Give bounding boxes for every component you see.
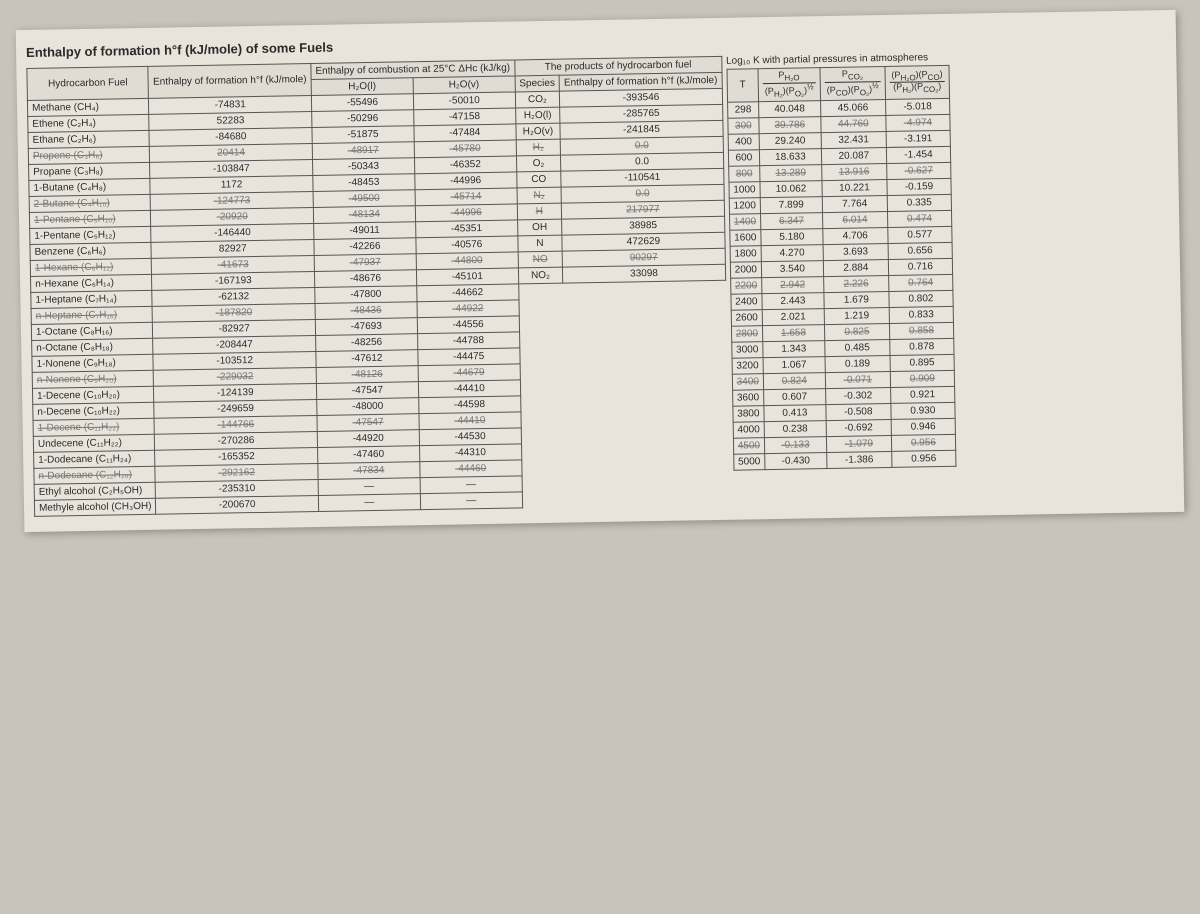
hdr-fuel: Hydrocarbon Fuel: [27, 66, 149, 100]
hdr-h2ov: H₂O(v): [413, 76, 515, 94]
hdr-col2: PCO₂(PCO)(PO₂)½: [820, 66, 886, 100]
tables-container: Hydrocarbon Fuel Enthalpy of formation h…: [26, 48, 1174, 517]
hdr-hf: Enthalpy of formation h°f (kJ/mole): [148, 64, 311, 99]
page: Enthalpy of formation h°f (kJ/mole) of s…: [16, 10, 1185, 532]
right-block: Log₁₀ K with partial pressures in atmosp…: [726, 52, 956, 470]
hdr-h2ol: H₂O(l): [311, 78, 413, 96]
hdr-t: T: [727, 69, 759, 102]
hdr-species: Species: [515, 75, 560, 92]
hdr-col1: PH₂O(PH₂)(PO₂)½: [758, 68, 820, 102]
fuels-table: Hydrocarbon Fuel Enthalpy of formation h…: [26, 56, 729, 517]
table-row: 5000-0.430-1.3860.956: [733, 450, 955, 470]
hdr-col3: (PH₂O)(PCO)(PH₂)(PCO₂): [885, 65, 950, 99]
logk-table: T PH₂O(PH₂)(PO₂)½ PCO₂(PCO)(PO₂)½ (PH₂O)…: [726, 65, 956, 470]
